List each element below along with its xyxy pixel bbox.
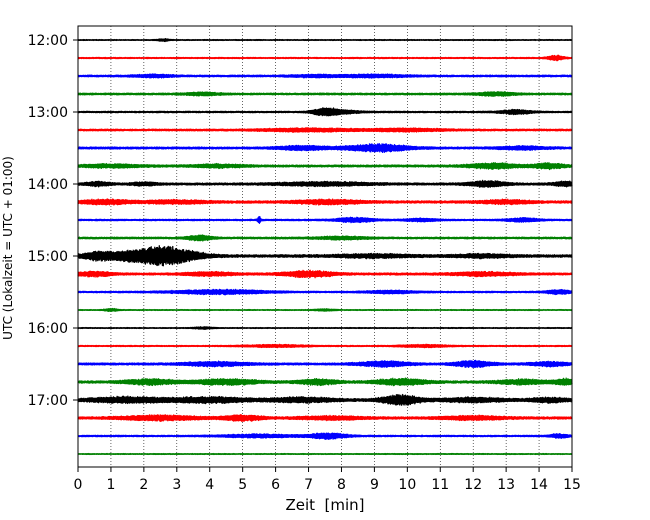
- x-tick-label: 1: [106, 477, 115, 493]
- trace-1415: [77, 198, 573, 206]
- x-tick-label: 6: [271, 477, 280, 493]
- trace-1730: [77, 432, 573, 441]
- trace-1745: [77, 452, 573, 456]
- trace-1430: [77, 216, 573, 224]
- trace-1330: [77, 143, 573, 154]
- y-tick-label: 13:00: [28, 105, 68, 121]
- plot-frame: [77, 25, 573, 468]
- y-tick-label: 17:00: [28, 393, 68, 409]
- seismic-traces: [77, 38, 573, 456]
- x-tick-label: 10: [398, 477, 416, 493]
- y-axis-ticks: 12:00 13:00 14:00 15:00 16:00 17:00: [28, 33, 78, 409]
- trace-1200: [77, 38, 573, 43]
- trace-1700: [77, 393, 573, 406]
- y-axis-label: UTC (Lokalzeit = UTC + 01:00): [1, 156, 15, 340]
- x-axis-ticks: 0 1 2 3 4 5 6 7 8 9 10 11 12 13 14 15: [74, 467, 581, 493]
- x-axis-label: Zeit [min]: [285, 496, 364, 514]
- x-tick-label: 14: [530, 477, 548, 493]
- x-tick-label: 0: [74, 477, 83, 493]
- x-tick-label: 5: [238, 477, 247, 493]
- trace-1515: [77, 269, 573, 279]
- trace-1715: [77, 414, 573, 422]
- trace-1530: [77, 288, 573, 296]
- x-tick-label: 13: [497, 477, 515, 493]
- y-tick-label: 12:00: [28, 33, 68, 49]
- y-tick-label: 16:00: [28, 321, 68, 337]
- trace-1500: [77, 245, 573, 267]
- x-tick-label: 3: [172, 477, 181, 493]
- y-tick-label: 14:00: [28, 177, 68, 193]
- x-tick-label: 12: [464, 477, 482, 493]
- x-tick-label: 11: [431, 477, 449, 493]
- trace-1645: [77, 377, 573, 387]
- trace-1600: [77, 326, 573, 330]
- x-tick-label: 4: [205, 477, 214, 493]
- trace-1400: [77, 179, 573, 188]
- x-tick-label: 2: [139, 477, 148, 493]
- trace-1315: [77, 127, 573, 133]
- trace-1230: [77, 73, 573, 79]
- x-tick-label: 15: [563, 477, 581, 493]
- trace-1245: [77, 91, 573, 97]
- trace-1545: [77, 307, 573, 313]
- trace-1300: [77, 107, 573, 117]
- trace-1615: [77, 343, 573, 349]
- trace-1630: [77, 359, 573, 369]
- x-tick-label: 7: [304, 477, 313, 493]
- x-tick-label: 9: [370, 477, 379, 493]
- trace-1215: [77, 54, 573, 62]
- trace-1345: [77, 162, 573, 171]
- x-tick-label: 8: [337, 477, 346, 493]
- trace-1445: [77, 234, 573, 242]
- y-tick-label: 15:00: [28, 249, 68, 265]
